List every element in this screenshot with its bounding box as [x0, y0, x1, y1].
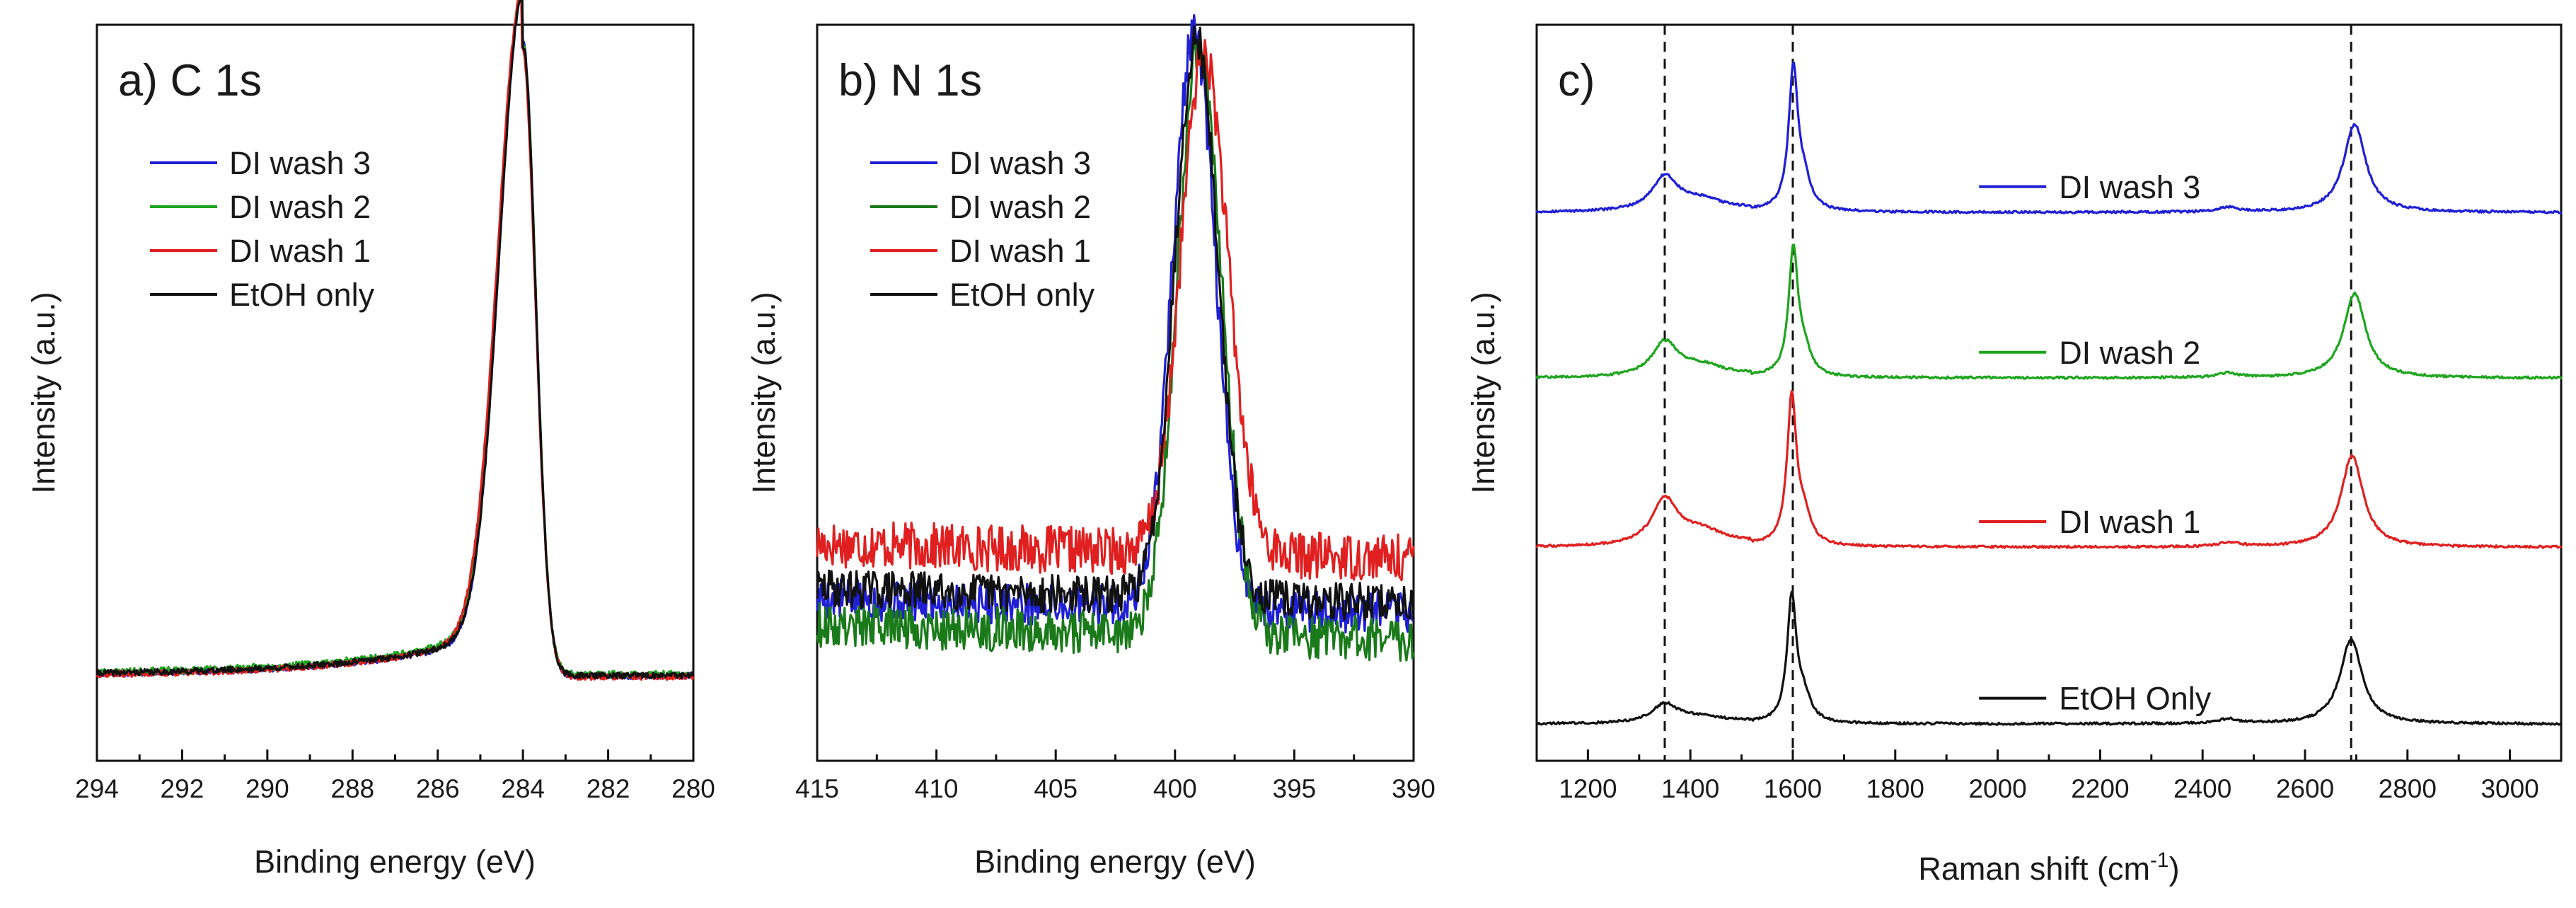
panel-a-xtick-label: 280 [671, 774, 715, 803]
panel-a-xtick-label: 292 [161, 774, 204, 803]
panel-c-legend-label: DI wash 1 [2059, 504, 2200, 540]
panel-b-series-di-wash-1 [816, 39, 1415, 582]
panel-b-ylabel: Intensity (a.u.) [746, 292, 782, 493]
panel-b-legend: DI wash 3 DI wash 2 DI wash 1 EtOH only [870, 145, 1095, 313]
panel-b-legend-label: DI wash 2 [949, 189, 1091, 225]
panel-b-legend-label: DI wash 1 [949, 233, 1091, 269]
panel-c: 1200 1400 1600 1800 2000 2200 2400 2600 2800 3000… [1465, 23, 2563, 887]
panel-c-series-di-wash-3 [1535, 62, 2563, 214]
panel-c-xtick-label: 1200 [1559, 774, 1617, 803]
panel-a-ticks: 294 292 290 288 286 284 282 280 [75, 749, 715, 803]
panel-a-legend-label: DI wash 1 [229, 233, 371, 269]
panel-c-xtick-label: 2000 [1968, 774, 2026, 803]
panel-c-legend: DI wash 3 DI wash 2 DI wash 1 EtOH Only [1979, 169, 2212, 717]
panel-b-xtick-label: 410 [915, 774, 959, 803]
panel-a-xtick-label: 294 [75, 774, 119, 803]
panel-a-series-etoh-only [96, 0, 695, 680]
panel-a: 294 292 290 288 286 284 282 280 a) C 1s DI wash… [25, 0, 715, 880]
panel-c-legend-label: DI wash 3 [2059, 169, 2200, 205]
panel-b-xtick-label: 390 [1392, 774, 1436, 803]
panel-b-series-di-wash-2 [816, 40, 1415, 662]
panel-b-frame [816, 23, 1415, 762]
panel-c-xtick-label: 2800 [2379, 774, 2437, 803]
panel-b-xlabel: Binding energy (eV) [974, 844, 1256, 880]
panel-b-xtick-label: 395 [1273, 774, 1317, 803]
panel-c-xtick-label: 1800 [1866, 774, 1924, 803]
panel-c-xtick-label: 1600 [1764, 774, 1822, 803]
panel-b-xtick-label: 405 [1034, 774, 1078, 803]
panel-a-xtick-label: 284 [501, 774, 545, 803]
panel-c-xtick-label: 2600 [2276, 774, 2334, 803]
panel-a-ylabel: Intensity (a.u.) [25, 292, 62, 493]
panel-c-ylabel: Intensity (a.u.) [1465, 292, 1501, 493]
panel-c-xlabel-main: Raman shift (cm [1918, 851, 2150, 887]
panel-b: 415 410 405 400 395 390 b) N 1s DI wash 3DI w… [746, 14, 1436, 880]
panel-a-xtick-label: 288 [330, 774, 374, 803]
panel-b-legend-label: DI wash 3 [949, 145, 1091, 181]
panel-b-series-etoh-only [816, 25, 1415, 621]
panel-a-legend-label: DI wash 3 [229, 145, 371, 181]
panel-a-frame [96, 23, 695, 762]
panel-c-frame [1535, 23, 2563, 762]
panel-a-lines [96, 0, 695, 682]
panel-a-xtick-label: 286 [416, 774, 460, 803]
panel-b-ticks: 415 410 405 400 395 390 [795, 749, 1436, 803]
panel-a-xlabel: Binding energy (eV) [254, 844, 536, 880]
panel-c-reflines [1663, 25, 2352, 761]
panel-c-series-di-wash-2 [1535, 243, 2563, 380]
panel-a-legend: DI wash 3 DI wash 2 DI wash 1 EtOH only [150, 145, 375, 313]
panel-c-ticks: 1200 1400 1600 1800 2000 2200 2400 2600 2800 3000 [1559, 749, 2539, 803]
panel-c-xtick-label: 3000 [2480, 774, 2539, 803]
panel-a-title: a) C 1s [118, 56, 262, 105]
panel-b-xtick-label: 400 [1153, 774, 1197, 803]
panel-c-xlabel: Raman shift (cm-1) [1918, 849, 2179, 887]
panel-c-series-etoh-only [1535, 590, 2563, 726]
panel-c-lines [1535, 62, 2563, 726]
panel-c-xlabel-sup: -1 [2150, 849, 2169, 872]
panel-a-legend-label: DI wash 2 [229, 189, 371, 225]
panel-c-legend-label: DI wash 2 [2059, 335, 2200, 371]
panel-c-xlabel-end: ) [2169, 851, 2180, 887]
panel-a-xtick-label: 282 [587, 774, 630, 803]
panel-c-series-di-wash-1 [1535, 389, 2563, 550]
panel-c-legend-label: EtOH Only [2059, 681, 2212, 717]
panel-c-xtick-label: 2200 [2071, 774, 2129, 803]
panel-b-legend-label: EtOH only [949, 277, 1095, 313]
panel-c-xtick-label: 1400 [1661, 774, 1719, 803]
panel-b-lines [816, 14, 1415, 662]
panel-b-title: b) N 1s [838, 56, 982, 105]
panel-a-xtick-label: 290 [246, 774, 289, 803]
panel-b-xtick-label: 415 [795, 774, 839, 803]
panel-c-xtick-label: 2400 [2173, 774, 2231, 803]
panel-a-legend-label: EtOH only [229, 277, 375, 313]
panel-c-title: c) [1558, 56, 1595, 105]
